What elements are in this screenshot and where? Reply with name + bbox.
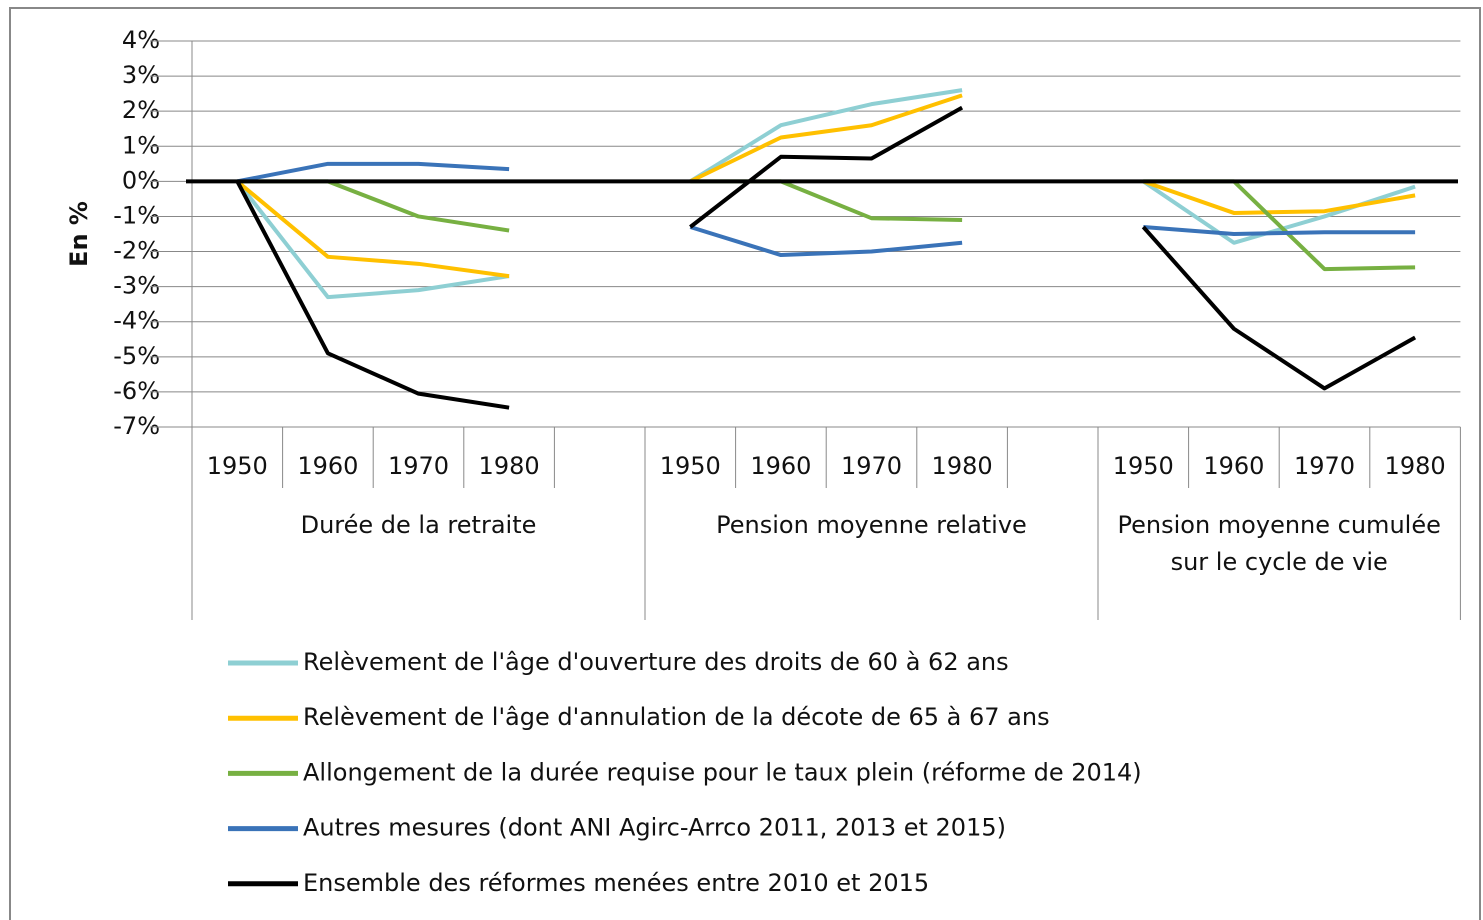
legend-label: Relèvement de l'âge d'ouverture des droi… bbox=[303, 648, 1009, 676]
group-label-box: Pension moyenne cumulée sur le cycle de … bbox=[1117, 511, 1441, 576]
x-tick-label: 1980 bbox=[1385, 452, 1446, 480]
x-tick-label: 1970 bbox=[841, 452, 902, 480]
y-tick-label: 1% bbox=[122, 131, 160, 159]
group-label: Pension moyenne relative bbox=[716, 511, 1027, 539]
x-tick-label: 1950 bbox=[660, 452, 721, 480]
y-tick-label: -6% bbox=[113, 377, 160, 405]
x-tick-label: 1950 bbox=[1113, 452, 1174, 480]
x-tick-label: 1980 bbox=[932, 452, 993, 480]
y-tick-label: -3% bbox=[113, 272, 160, 300]
y-tick-label: -5% bbox=[113, 342, 160, 370]
legend-label: Relèvement de l'âge d'annulation de la d… bbox=[303, 703, 1050, 731]
y-tick-label: -4% bbox=[113, 307, 160, 335]
y-tick-label: -2% bbox=[113, 237, 160, 265]
series-line bbox=[235, 105, 1417, 410]
legend-label: Allongement de la durée requise pour le … bbox=[303, 758, 1142, 786]
y-tick-label: 3% bbox=[122, 61, 160, 89]
y-tick-label: 2% bbox=[122, 96, 160, 124]
x-tick-label: 1950 bbox=[207, 452, 268, 480]
group-label: Pension moyenne cumulée sur le cycle de … bbox=[1117, 511, 1441, 576]
y-axis-label: En % bbox=[65, 201, 93, 267]
series-line bbox=[236, 93, 1416, 279]
y-tick-label: 0% bbox=[122, 166, 160, 194]
series-line bbox=[237, 179, 1416, 272]
group-label-box: Pension moyenne relative bbox=[716, 511, 1027, 539]
y-tick-label: -7% bbox=[113, 412, 160, 440]
legend-label: Autres mesures (dont ANI Agirc-Arrco 201… bbox=[303, 814, 1006, 842]
y-tick-label: 4% bbox=[122, 26, 160, 54]
x-tick-label: 1960 bbox=[1203, 452, 1264, 480]
x-tick-label: 1960 bbox=[750, 452, 811, 480]
x-tick-label: 1960 bbox=[297, 452, 358, 480]
x-tick-label: 1970 bbox=[388, 452, 449, 480]
chart-frame bbox=[9, 7, 1481, 920]
y-tick-label: -1% bbox=[113, 201, 160, 229]
series-line bbox=[235, 88, 1416, 300]
group-label-box: Durée de la retraite bbox=[300, 511, 537, 539]
x-tick-label: 1970 bbox=[1294, 452, 1355, 480]
group-label: Durée de la retraite bbox=[300, 511, 537, 539]
series-line bbox=[236, 161, 1416, 258]
legend-label: Ensemble des réformes menées entre 2010 … bbox=[303, 869, 929, 897]
x-tick-label: 1980 bbox=[479, 452, 540, 480]
